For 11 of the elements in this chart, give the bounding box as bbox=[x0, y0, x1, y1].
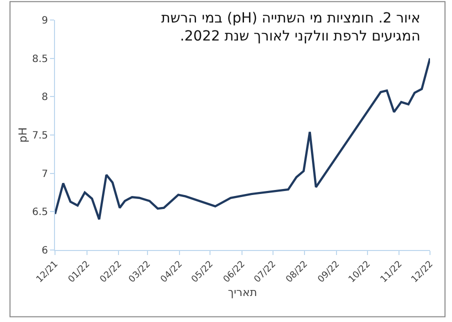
line-series bbox=[55, 57, 430, 220]
y-tick-label: 8.5 bbox=[32, 54, 48, 65]
y-tick-label: 9 bbox=[42, 16, 48, 26]
chart-title: איור 2. חומציות מי השתייה (pH) במי הרשת המגיעים לרפת וולקני לאורך שנת 2022. bbox=[161, 10, 420, 45]
y-tick-label: 6 bbox=[42, 246, 48, 256]
y-axis-title: pH bbox=[16, 127, 30, 143]
x-axis-title: תאריך bbox=[228, 286, 258, 300]
y-tick-label: 8 bbox=[42, 92, 48, 104]
y-tick-label: 7.5 bbox=[32, 130, 48, 142]
y-tick-label: 6.5 bbox=[32, 207, 48, 218]
y-tick-label: 7 bbox=[42, 168, 48, 180]
